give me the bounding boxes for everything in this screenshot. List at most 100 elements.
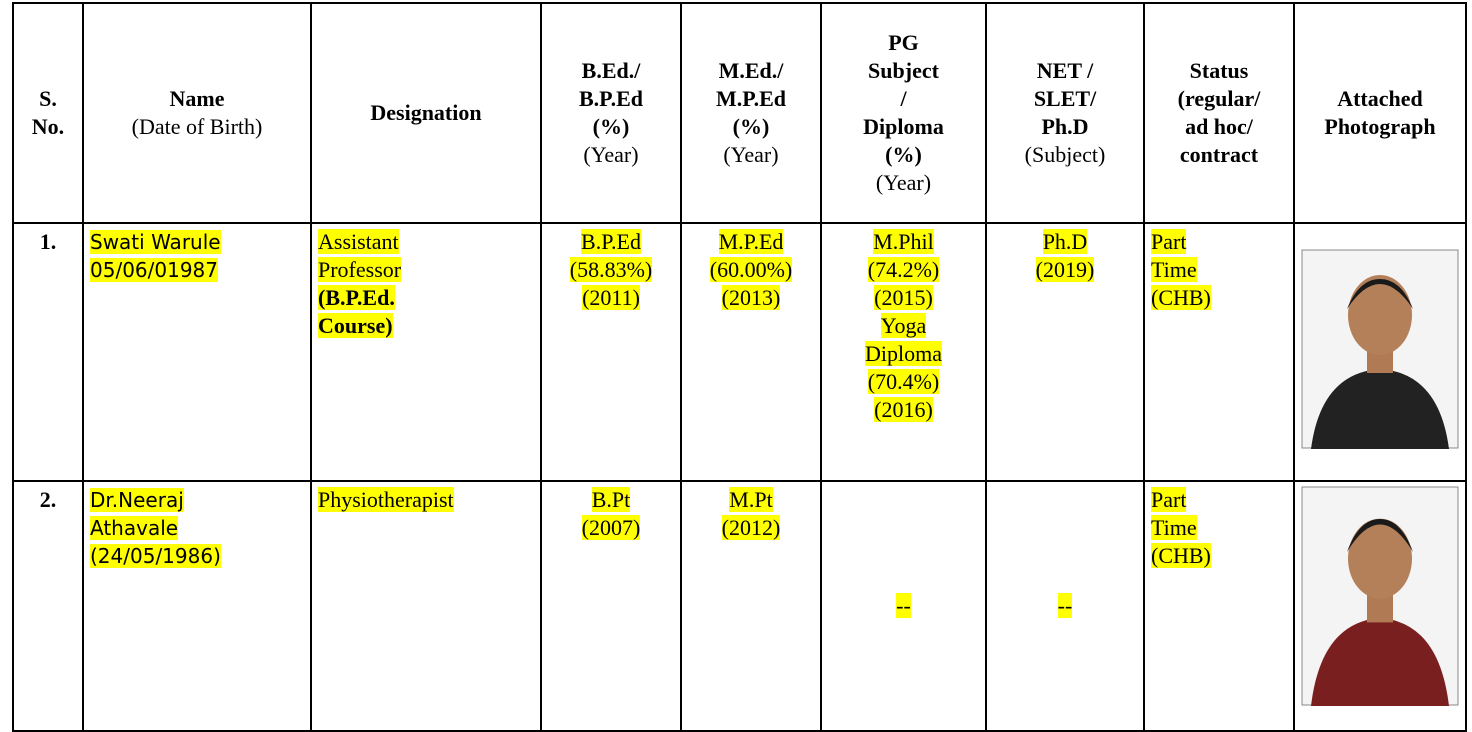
cell-line: 05/06/01987 — [90, 256, 304, 284]
photograph — [1301, 486, 1459, 706]
cell-text: contract — [1180, 142, 1258, 167]
cell-text: (Date of Birth) — [132, 114, 263, 139]
cell-text: Part — [1151, 487, 1186, 512]
table-cell: Ph.D(2019) — [986, 223, 1144, 481]
cell-line: Part — [1151, 228, 1287, 256]
cell-line: Diploma — [828, 340, 979, 368]
cell-line: (70.4%) — [828, 368, 979, 396]
cell-line: -- — [828, 592, 979, 620]
cell-line: (2012) — [688, 514, 814, 542]
cell-text: B.Ed./ — [582, 58, 641, 83]
cell-line: Physiotherapist — [318, 486, 534, 514]
cell-text: (74.2%) — [868, 257, 939, 282]
cell-text: No. — [32, 114, 64, 139]
cell-line: contract — [1149, 141, 1289, 169]
cell-line: (24/05/1986) — [90, 542, 304, 570]
cell-line: M.Pt — [688, 486, 814, 514]
cell-line: (Year) — [686, 141, 816, 169]
cell-text: Professor — [318, 257, 401, 282]
cell-line: M.P.Ed — [688, 228, 814, 256]
table-cell: M.P.Ed(60.00%)(2013) — [681, 223, 821, 481]
cell-text: NET / — [1037, 58, 1093, 83]
cell-text: Yoga — [881, 313, 926, 338]
cell-text: Dr.Neeraj — [90, 488, 184, 512]
cell-text: Time — [1151, 257, 1197, 282]
cell-text: M.P.Ed — [719, 229, 784, 254]
cell-text: (Year) — [583, 142, 638, 167]
cell-line: Diploma — [826, 113, 981, 141]
photo-cell — [1294, 223, 1466, 481]
cell-line: Dr.Neeraj — [90, 486, 304, 514]
cell-text: (2007) — [582, 515, 641, 540]
table-cell: B.P.Ed(58.83%)(2011) — [541, 223, 681, 481]
cell-line: M.P.Ed — [686, 85, 816, 113]
cell-text: M.P.Ed — [716, 86, 786, 111]
cell-line: (Subject) — [991, 141, 1139, 169]
page: S. No. Name(Date of Birth) Designation B.Ed.… — [0, 0, 1472, 706]
cell-line: Athavale — [90, 514, 304, 542]
cell-text: S. — [39, 86, 57, 111]
cell-line: Photograph — [1299, 113, 1461, 141]
table-cell: Part Time (CHB) — [1144, 481, 1294, 731]
header-row: S. No. Name(Date of Birth) Designation B.Ed.… — [13, 3, 1466, 223]
cell-text: (%) — [733, 114, 770, 139]
header-cell: M.Ed./M.P.Ed (%)(Year) — [681, 3, 821, 223]
cell-text: Status — [1190, 58, 1249, 83]
cell-line: Professor — [318, 256, 534, 284]
cell-line: (58.83%) — [548, 256, 674, 284]
cell-line: S. — [18, 85, 78, 113]
cell-line: Subject — [826, 57, 981, 85]
cell-text: M.Pt — [729, 487, 772, 512]
cell-text: Time — [1151, 515, 1197, 540]
cell-line: (%) — [546, 113, 676, 141]
cell-text: ad hoc/ — [1185, 114, 1253, 139]
table-cell: M.Pt (2012) — [681, 481, 821, 731]
cell-text: 05/06/01987 — [90, 258, 218, 282]
cell-text: (2012) — [722, 515, 781, 540]
table-cell: 2. — [13, 481, 83, 731]
cell-line: PG — [826, 29, 981, 57]
cell-text: Ph.D — [1041, 114, 1088, 139]
cell-line: B.P.Ed — [546, 85, 676, 113]
header-cell: Designation — [311, 3, 541, 223]
table-cell: B.Pt (2007) — [541, 481, 681, 731]
cell-line: 2. — [20, 486, 76, 514]
cell-line: No. — [18, 113, 78, 141]
table-cell: -- — [986, 481, 1144, 731]
staff-table: S. No. Name(Date of Birth) Designation B.Ed.… — [12, 2, 1467, 732]
cell-text: Ph.D — [1043, 229, 1088, 254]
cell-text: (%) — [885, 142, 922, 167]
cell-line: Part — [1151, 486, 1287, 514]
cell-line: B.P.Ed — [548, 228, 674, 256]
cell-text: (CHB) — [1151, 543, 1211, 568]
cell-line: Time — [1151, 256, 1287, 284]
cell-line: (60.00%) — [688, 256, 814, 284]
cell-text: (24/05/1986) — [90, 544, 221, 568]
cell-text: (2016) — [874, 397, 933, 422]
cell-line: / — [826, 85, 981, 113]
cell-line: SLET/ — [991, 85, 1139, 113]
cell-text: (Year) — [876, 170, 931, 195]
cell-text: (B.P.Ed. — [318, 285, 395, 310]
cell-line: Name — [88, 85, 306, 113]
cell-text: PG — [888, 30, 919, 55]
cell-line: M.Ed./ — [686, 57, 816, 85]
cell-line: (2013) — [688, 284, 814, 312]
cell-line: (CHB) — [1151, 542, 1287, 570]
header-cell: NET /SLET/Ph.D(Subject) — [986, 3, 1144, 223]
cell-line: (%) — [826, 141, 981, 169]
cell-text: Attached — [1337, 86, 1423, 111]
cell-text: B.Pt — [592, 487, 631, 512]
cell-text: -- — [896, 593, 911, 618]
cell-text: (58.83%) — [570, 257, 652, 282]
cell-line: Yoga — [828, 312, 979, 340]
cell-line: (regular/ — [1149, 85, 1289, 113]
cell-line: (2015) — [828, 284, 979, 312]
